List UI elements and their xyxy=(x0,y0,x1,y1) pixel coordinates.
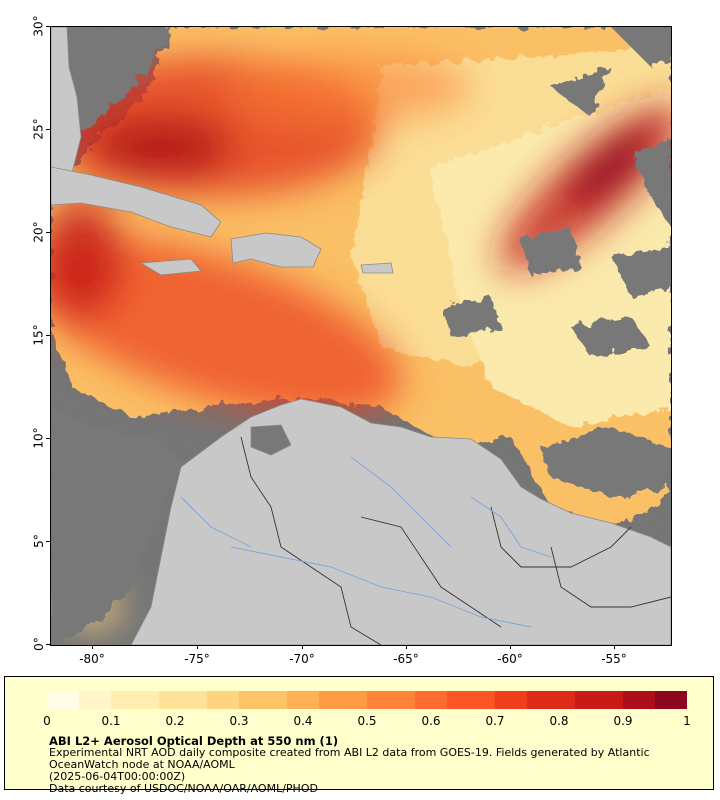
lat-label-15: 15° xyxy=(31,324,46,346)
colorbar-segment xyxy=(143,691,159,709)
lat-label-20: 20° xyxy=(31,221,46,243)
colorbar-segment xyxy=(399,691,415,709)
colorbar-tick: 0.8 xyxy=(549,714,569,728)
legend-credit: Data courtesy of USDOC/NOAA/OAR/AOML/PHO… xyxy=(49,782,318,795)
colorbar-segment xyxy=(543,691,559,709)
colorbar-segment xyxy=(495,691,511,709)
colorbar-tick: 0.3 xyxy=(229,714,249,728)
legend-description-2: OceanWatch node at NOAA/AOML xyxy=(49,758,235,771)
lon-tick xyxy=(302,645,303,649)
colorbar-segment xyxy=(47,691,63,709)
lat-tick xyxy=(46,232,50,233)
borders xyxy=(240,436,671,645)
lon-label-70: -70° xyxy=(289,652,315,666)
colorbar-segment xyxy=(287,691,303,709)
lake-maracaibo xyxy=(250,424,292,456)
aod-field xyxy=(51,27,671,645)
colorbar-tick: 0.1 xyxy=(101,714,121,728)
lat-tick xyxy=(46,129,50,130)
lat-label-5: 5° xyxy=(31,534,46,548)
colorbar-segment xyxy=(223,691,239,709)
colorbar-segment xyxy=(431,691,447,709)
colorbar-segment xyxy=(447,691,463,709)
colorbar-segment xyxy=(655,691,671,709)
legend-panel: 0 0.1 0.2 0.3 0.4 0.5 0.6 0.7 0.8 0.9 1 … xyxy=(4,676,714,795)
lat-tick xyxy=(46,335,50,336)
colorbar-segment xyxy=(591,691,607,709)
lat-label-30: 30° xyxy=(31,15,46,37)
colorbar-segment xyxy=(607,691,623,709)
legend-date: (2025-06-04T00:00:00Z) xyxy=(49,770,186,783)
legend-text: ABI L2+ Aerosol Optical Depth at 550 nm … xyxy=(49,735,650,795)
lat-tick xyxy=(46,26,50,27)
colorbar-tick: 0.4 xyxy=(293,714,313,728)
colorbar-segment xyxy=(479,691,495,709)
colorbar-segment xyxy=(575,691,591,709)
south-america xyxy=(130,398,671,645)
colorbar-segment xyxy=(255,691,271,709)
colorbar-segment xyxy=(95,691,111,709)
lat-label-25: 25° xyxy=(31,118,46,140)
colorbar-segment xyxy=(319,691,335,709)
jamaica xyxy=(139,258,202,276)
colorbar-segment xyxy=(79,691,95,709)
lon-label-55: -55° xyxy=(601,652,627,666)
lat-label-0: 0° xyxy=(31,637,46,651)
colorbar-segment xyxy=(527,691,543,709)
colorbar-tick: 0 xyxy=(43,714,51,728)
colorbar-segment xyxy=(303,691,319,709)
colorbar-segment xyxy=(175,691,191,709)
colorbar-segment xyxy=(511,691,527,709)
colorbar-segment xyxy=(127,691,143,709)
lon-tick xyxy=(92,645,93,649)
colorbar-segment xyxy=(271,691,287,709)
colorbar-tick: 0.9 xyxy=(613,714,633,728)
colorbar-segment xyxy=(207,691,223,709)
lon-tick xyxy=(197,645,198,649)
colorbar-segment xyxy=(191,691,207,709)
lat-tick xyxy=(46,644,50,645)
colorbar-segment xyxy=(351,691,367,709)
lon-tick xyxy=(510,645,511,649)
lat-tick xyxy=(46,541,50,542)
colorbar-segment xyxy=(415,691,431,709)
colorbar-segment xyxy=(111,691,127,709)
lon-label-80: -80° xyxy=(79,652,105,666)
lon-label-65: -65° xyxy=(393,652,419,666)
colorbar xyxy=(47,691,687,709)
lon-label-60: -60° xyxy=(497,652,523,666)
no-data-patches xyxy=(51,27,671,645)
colorbar-segment xyxy=(239,691,255,709)
lon-tick xyxy=(406,645,407,649)
colorbar-tick: 0.7 xyxy=(485,714,505,728)
colorbar-tick: 0.5 xyxy=(357,714,377,728)
colorbar-segment xyxy=(367,691,383,709)
colorbar-segment xyxy=(63,691,79,709)
land xyxy=(51,27,671,645)
lon-label-75: -75° xyxy=(184,652,210,666)
colorbar-segment xyxy=(335,691,351,709)
colorbar-segment xyxy=(559,691,575,709)
rivers xyxy=(180,456,552,628)
colorbar-segment xyxy=(639,691,655,709)
colorbar-tick: 0.2 xyxy=(165,714,185,728)
colorbar-segment xyxy=(383,691,399,709)
colorbar-segment xyxy=(159,691,175,709)
legend-title: ABI L2+ Aerosol Optical Depth at 550 nm … xyxy=(49,734,339,748)
colorbar-tick: 0.6 xyxy=(421,714,441,728)
legend-description: Experimental NRT AOD daily composite cre… xyxy=(49,746,650,759)
colorbar-segment xyxy=(463,691,479,709)
lat-label-10: 10° xyxy=(31,427,46,449)
colorbar-tick: 1 xyxy=(683,714,691,728)
lon-tick xyxy=(614,645,615,649)
puerto-rico xyxy=(360,262,394,274)
lat-tick xyxy=(46,438,50,439)
aod-map xyxy=(50,26,672,646)
hispaniola xyxy=(230,232,322,268)
cuba xyxy=(51,166,222,238)
colorbar-segment xyxy=(623,691,639,709)
colorbar-segment xyxy=(671,691,687,709)
